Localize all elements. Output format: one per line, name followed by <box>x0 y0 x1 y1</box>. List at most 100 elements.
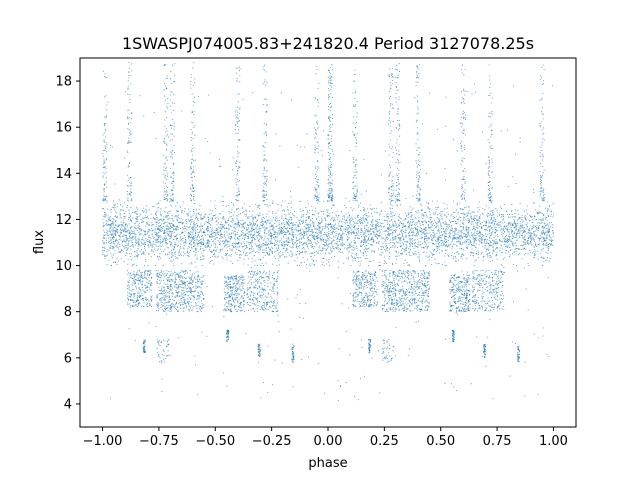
data-point <box>157 228 159 230</box>
data-point <box>491 233 493 235</box>
data-point <box>189 237 191 239</box>
data-point <box>302 228 304 230</box>
data-point <box>411 245 414 247</box>
data-point <box>399 239 401 241</box>
data-point <box>114 240 116 242</box>
data-point <box>446 204 448 206</box>
data-point <box>330 247 332 249</box>
data-point <box>531 244 533 246</box>
data-point <box>241 231 243 233</box>
data-point <box>449 225 451 227</box>
data-point <box>151 248 153 250</box>
data-point <box>494 241 496 243</box>
data-point <box>327 238 329 240</box>
data-point <box>205 234 207 236</box>
data-point <box>504 252 506 254</box>
data-point <box>437 238 439 240</box>
data-point <box>227 218 230 220</box>
data-point <box>524 241 526 244</box>
data-point <box>142 216 144 218</box>
data-point <box>294 234 296 236</box>
data-point <box>479 231 482 233</box>
data-point <box>321 221 323 223</box>
data-point <box>164 241 166 243</box>
data-point <box>325 233 327 235</box>
data-point <box>218 241 221 243</box>
data-point <box>212 227 214 229</box>
data-point <box>482 256 484 258</box>
data-point <box>436 222 438 224</box>
data-point <box>323 200 325 202</box>
data-point <box>546 230 548 232</box>
data-point <box>354 242 356 244</box>
data-point <box>547 224 549 226</box>
data-point <box>493 224 495 226</box>
data-point <box>416 221 418 223</box>
data-point <box>294 215 296 217</box>
data-point <box>220 237 222 239</box>
data-point <box>238 242 240 244</box>
data-point <box>420 204 422 206</box>
data-point <box>132 217 134 219</box>
data-point <box>367 211 369 213</box>
data-point <box>384 250 387 252</box>
data-point <box>356 254 358 257</box>
data-point <box>438 263 440 265</box>
data-point <box>537 250 539 252</box>
data-point <box>374 234 376 236</box>
data-point <box>333 224 335 226</box>
data-point <box>193 251 195 253</box>
data-point <box>478 244 480 246</box>
data-point <box>276 239 278 241</box>
data-point <box>176 239 178 241</box>
data-point <box>300 220 302 222</box>
data-point <box>126 223 128 225</box>
data-point <box>457 218 459 220</box>
data-point <box>199 225 201 227</box>
data-point <box>172 223 175 225</box>
data-point <box>282 229 285 231</box>
data-point <box>259 214 261 216</box>
data-point <box>450 229 452 231</box>
data-point <box>364 217 366 219</box>
data-point <box>469 236 471 238</box>
data-point <box>353 208 355 210</box>
data-point <box>266 222 268 224</box>
data-point <box>395 229 397 231</box>
data-point <box>388 242 390 244</box>
data-point <box>307 223 309 225</box>
data-point <box>525 243 527 245</box>
data-point <box>138 240 140 242</box>
data-point <box>420 224 422 226</box>
data-point <box>347 231 349 234</box>
data-point <box>188 251 190 253</box>
data-point <box>542 230 544 232</box>
data-point <box>403 243 405 245</box>
data-point <box>407 212 409 214</box>
data-point <box>260 221 262 223</box>
data-point <box>407 241 409 244</box>
data-point <box>134 237 136 239</box>
data-point <box>115 245 117 247</box>
data-point <box>278 244 280 246</box>
data-point <box>484 209 486 211</box>
data-point <box>118 243 120 245</box>
data-point <box>431 256 433 259</box>
data-point <box>226 227 228 230</box>
data-point <box>545 240 547 242</box>
data-point <box>208 249 210 251</box>
data-point <box>132 236 134 238</box>
data-point <box>523 216 525 218</box>
data-point <box>134 227 136 229</box>
data-point <box>365 247 367 249</box>
data-point <box>382 247 384 249</box>
data-point <box>536 228 538 230</box>
data-point <box>467 212 470 214</box>
data-point <box>547 249 550 251</box>
data-point <box>348 237 350 239</box>
data-point <box>371 221 373 223</box>
data-point <box>137 227 139 229</box>
data-point <box>180 248 182 250</box>
data-point <box>455 251 458 253</box>
data-point <box>459 216 461 218</box>
